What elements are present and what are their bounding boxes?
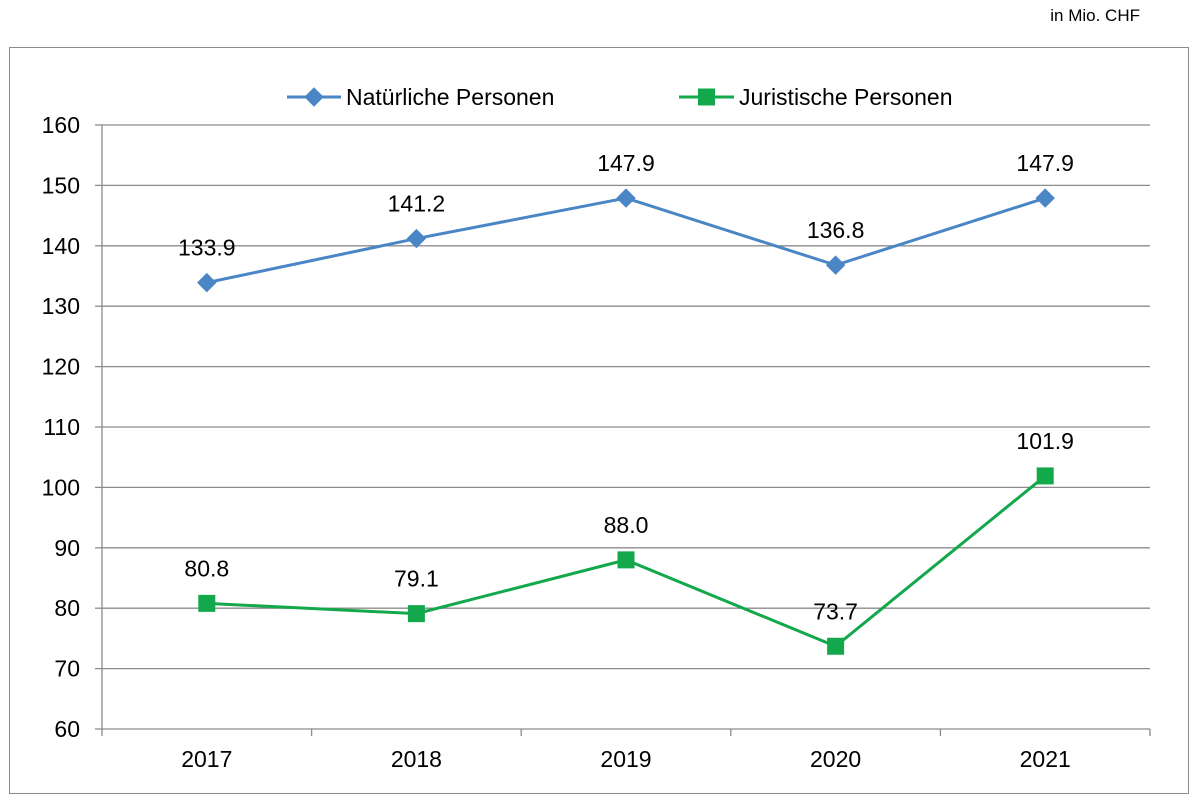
data-point bbox=[197, 272, 217, 293]
data-label: 133.9 bbox=[178, 235, 236, 261]
legend-marker bbox=[698, 88, 715, 106]
series-line-0 bbox=[206, 196, 1046, 285]
gridlines bbox=[102, 124, 1150, 670]
y-tick-label: 150 bbox=[42, 172, 80, 198]
data-point bbox=[617, 551, 635, 569]
x-tick-label: 2018 bbox=[391, 746, 442, 772]
data-point bbox=[406, 228, 427, 249]
data-point bbox=[827, 637, 845, 655]
x-tick-label: 2019 bbox=[600, 746, 651, 772]
y-tick-label: 80 bbox=[54, 595, 80, 621]
data-point bbox=[825, 255, 846, 275]
data-labels: 133.9 141.2 147.9 136.8 147.9 80.8 79.1 88.0 73.… bbox=[178, 150, 1074, 624]
data-label: 88.0 bbox=[604, 512, 649, 538]
data-label: 101.9 bbox=[1016, 428, 1074, 454]
data-point bbox=[1036, 467, 1054, 485]
y-tick-label: 160 bbox=[42, 112, 80, 138]
series bbox=[197, 188, 1055, 655]
data-label: 73.7 bbox=[813, 598, 858, 624]
x-tick-label: 2017 bbox=[181, 746, 232, 772]
y-tick-label: 100 bbox=[42, 474, 80, 500]
legend-marker bbox=[304, 87, 324, 107]
data-label: 147.9 bbox=[1016, 150, 1074, 176]
unit-label: in Mio. CHF bbox=[1050, 6, 1140, 25]
y-tick-label: 70 bbox=[54, 656, 80, 682]
data-point bbox=[1035, 188, 1055, 208]
x-tick-label: 2020 bbox=[810, 746, 861, 772]
chart-frame bbox=[9, 47, 1189, 794]
x-tick-label: 2021 bbox=[1020, 746, 1071, 772]
data-label: 79.1 bbox=[394, 566, 439, 592]
y-tick-label: 140 bbox=[42, 233, 80, 259]
legend-label: Natürliche Personen bbox=[346, 84, 554, 110]
y-tick-label: 90 bbox=[54, 535, 80, 561]
data-point bbox=[198, 594, 216, 612]
axes: 60 70 80 90 100 110 120 130 140 150 160 2017 2018 201… bbox=[42, 112, 1151, 772]
data-label: 136.8 bbox=[807, 217, 865, 243]
legend: Natürliche Personen Juristische Personen bbox=[287, 84, 953, 110]
legend-label: Juristische Personen bbox=[739, 84, 953, 110]
data-point bbox=[616, 188, 636, 208]
legend-item-1: Juristische Personen bbox=[679, 84, 953, 110]
data-label: 141.2 bbox=[388, 191, 446, 217]
y-tick-label: 110 bbox=[43, 414, 80, 440]
y-tick-label: 130 bbox=[42, 293, 80, 319]
y-tick-label: 60 bbox=[54, 716, 80, 742]
data-label: 80.8 bbox=[184, 555, 229, 581]
data-label: 147.9 bbox=[597, 150, 655, 176]
legend-item-0: Natürliche Personen bbox=[287, 84, 554, 110]
data-point bbox=[407, 605, 425, 623]
y-tick-label: 120 bbox=[42, 354, 80, 380]
